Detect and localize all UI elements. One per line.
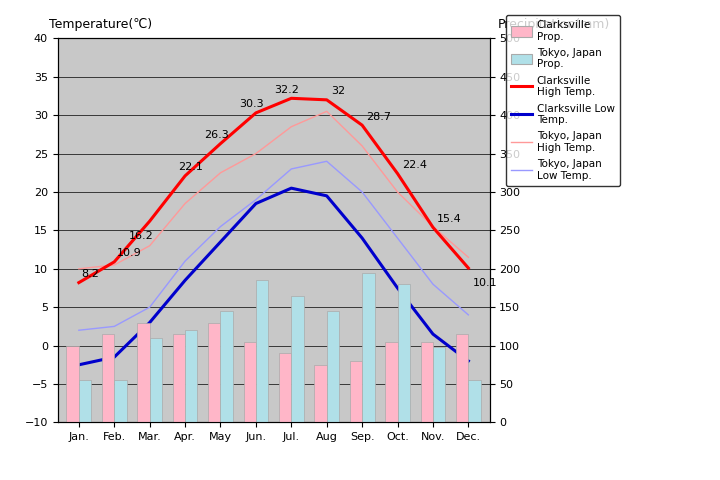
Bar (138, 323, 150, 422)
Bar (468, 380, 481, 422)
Y-axis label: Precipitation(mm): Precipitation(mm) (498, 18, 611, 31)
Bar (362, 273, 374, 422)
Text: 26.3: 26.3 (204, 130, 228, 140)
Text: 8.2: 8.2 (81, 269, 99, 279)
Bar (433, 347, 446, 422)
Bar (327, 311, 339, 422)
Text: 22.1: 22.1 (178, 162, 203, 172)
Bar (243, 342, 256, 422)
Bar (102, 334, 114, 422)
Legend: Clarksville
Prop., Tokyo, Japan
Prop., Clarksville
High Temp., Clarksville Low
T: Clarksville Prop., Tokyo, Japan Prop., C… (505, 15, 620, 186)
Bar (385, 342, 397, 422)
Bar (350, 361, 362, 422)
Bar (315, 365, 327, 422)
Bar (292, 296, 304, 422)
Text: 22.4: 22.4 (402, 160, 427, 170)
Bar (66, 346, 79, 422)
Y-axis label: Temperature(℃): Temperature(℃) (49, 18, 152, 31)
Text: 10.9: 10.9 (117, 248, 142, 258)
Text: 16.2: 16.2 (129, 231, 153, 241)
Bar (150, 338, 162, 422)
Bar (220, 311, 233, 422)
Bar (185, 330, 197, 422)
Bar (397, 284, 410, 422)
Bar (279, 353, 292, 422)
Text: 10.1: 10.1 (472, 278, 497, 288)
Text: 28.7: 28.7 (366, 112, 391, 121)
Text: 32: 32 (331, 86, 345, 96)
Bar (420, 342, 433, 422)
Bar (173, 334, 185, 422)
Text: 30.3: 30.3 (239, 99, 264, 109)
Bar (208, 323, 220, 422)
Bar (456, 334, 468, 422)
Text: 32.2: 32.2 (274, 85, 300, 95)
Bar (114, 380, 127, 422)
Text: 15.4: 15.4 (437, 214, 462, 224)
Bar (79, 380, 91, 422)
Bar (256, 280, 269, 422)
